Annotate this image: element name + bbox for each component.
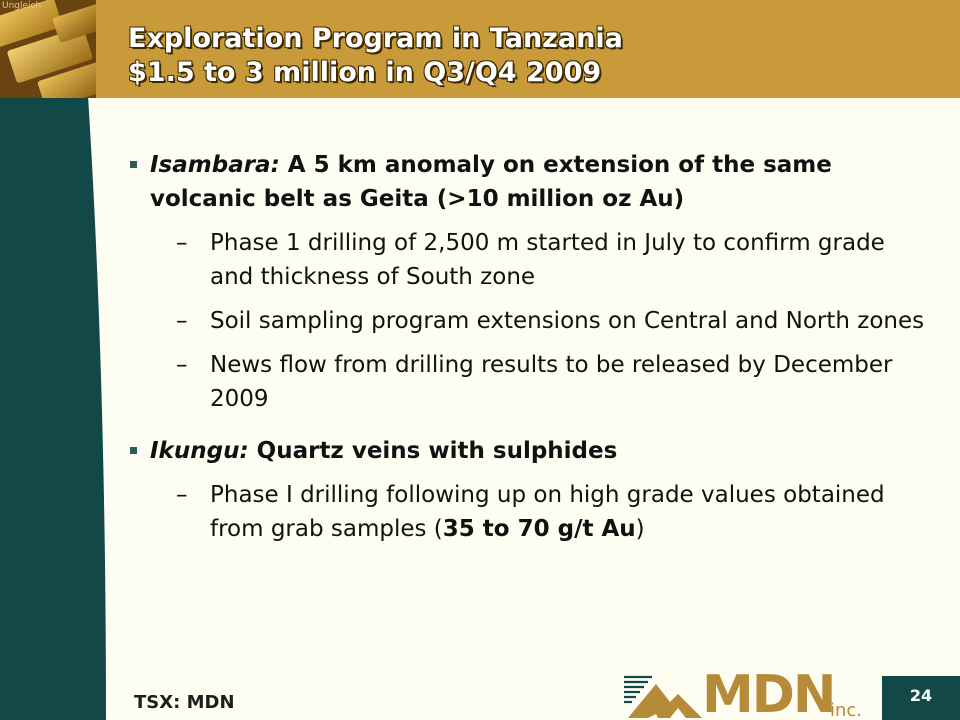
bullet-ikungu: Ikungu: Quartz veins with sulphides xyxy=(128,434,928,468)
square-bullet-icon xyxy=(130,447,137,454)
bullet-term: Isambara: xyxy=(150,152,280,178)
sub-bullet: – News flow from drilling results to be … xyxy=(128,348,928,416)
dash-icon: – xyxy=(176,308,188,334)
bullet-text: A 5 km anomaly on extension of the same … xyxy=(150,152,832,212)
mdn-logo-mark-icon xyxy=(624,675,702,718)
header-band xyxy=(88,0,960,98)
sub-bullet-text: Soil sampling program extensions on Cent… xyxy=(210,308,925,334)
title-line-1: Exploration Program in Tanzania xyxy=(128,23,623,54)
bullet-text: Quartz veins with sulphides xyxy=(248,438,618,464)
square-bullet-icon xyxy=(130,161,137,168)
title-line-2: $1.5 to 3 million in Q3/Q4 2009 xyxy=(128,57,602,88)
grade-values: 35 to 70 g/t Au xyxy=(442,516,636,542)
sub-bullet: – Phase I drilling following up on high … xyxy=(128,478,928,546)
content-body: Isambara: A 5 km anomaly on extension of… xyxy=(128,148,928,546)
sub-bullet: – Soil sampling program extensions on Ce… xyxy=(128,304,928,338)
slide-title: Exploration Program in Tanzania $1.5 to … xyxy=(128,22,623,90)
bullet-term: Ikungu: xyxy=(150,438,249,464)
bullet-isambara: Isambara: A 5 km anomaly on extension of… xyxy=(128,148,928,216)
dash-icon: – xyxy=(176,482,188,508)
sub-bullet-text: Phase I drilling following up on high gr… xyxy=(210,482,885,542)
page-number: 24 xyxy=(909,686,933,705)
photo-watermark: Ungleich xyxy=(2,1,42,11)
mdn-logo-inc: inc. xyxy=(830,700,863,720)
dash-icon: – xyxy=(176,230,188,256)
mdn-logo-text: MDN xyxy=(702,665,836,720)
page-number-box: 24 xyxy=(882,676,960,720)
sub-bullet-text: Phase 1 drilling of 2,500 m started in J… xyxy=(210,230,885,290)
gold-bars-photo: Ungleich xyxy=(0,0,96,98)
ticker-symbol: TSX: MDN xyxy=(134,692,235,713)
sub-bullet: – Phase 1 drilling of 2,500 m started in… xyxy=(128,226,928,294)
sub-bullet-text: News flow from drilling results to be re… xyxy=(210,352,893,412)
dash-icon: – xyxy=(176,352,188,378)
sub-bullet-close: ) xyxy=(635,516,645,542)
